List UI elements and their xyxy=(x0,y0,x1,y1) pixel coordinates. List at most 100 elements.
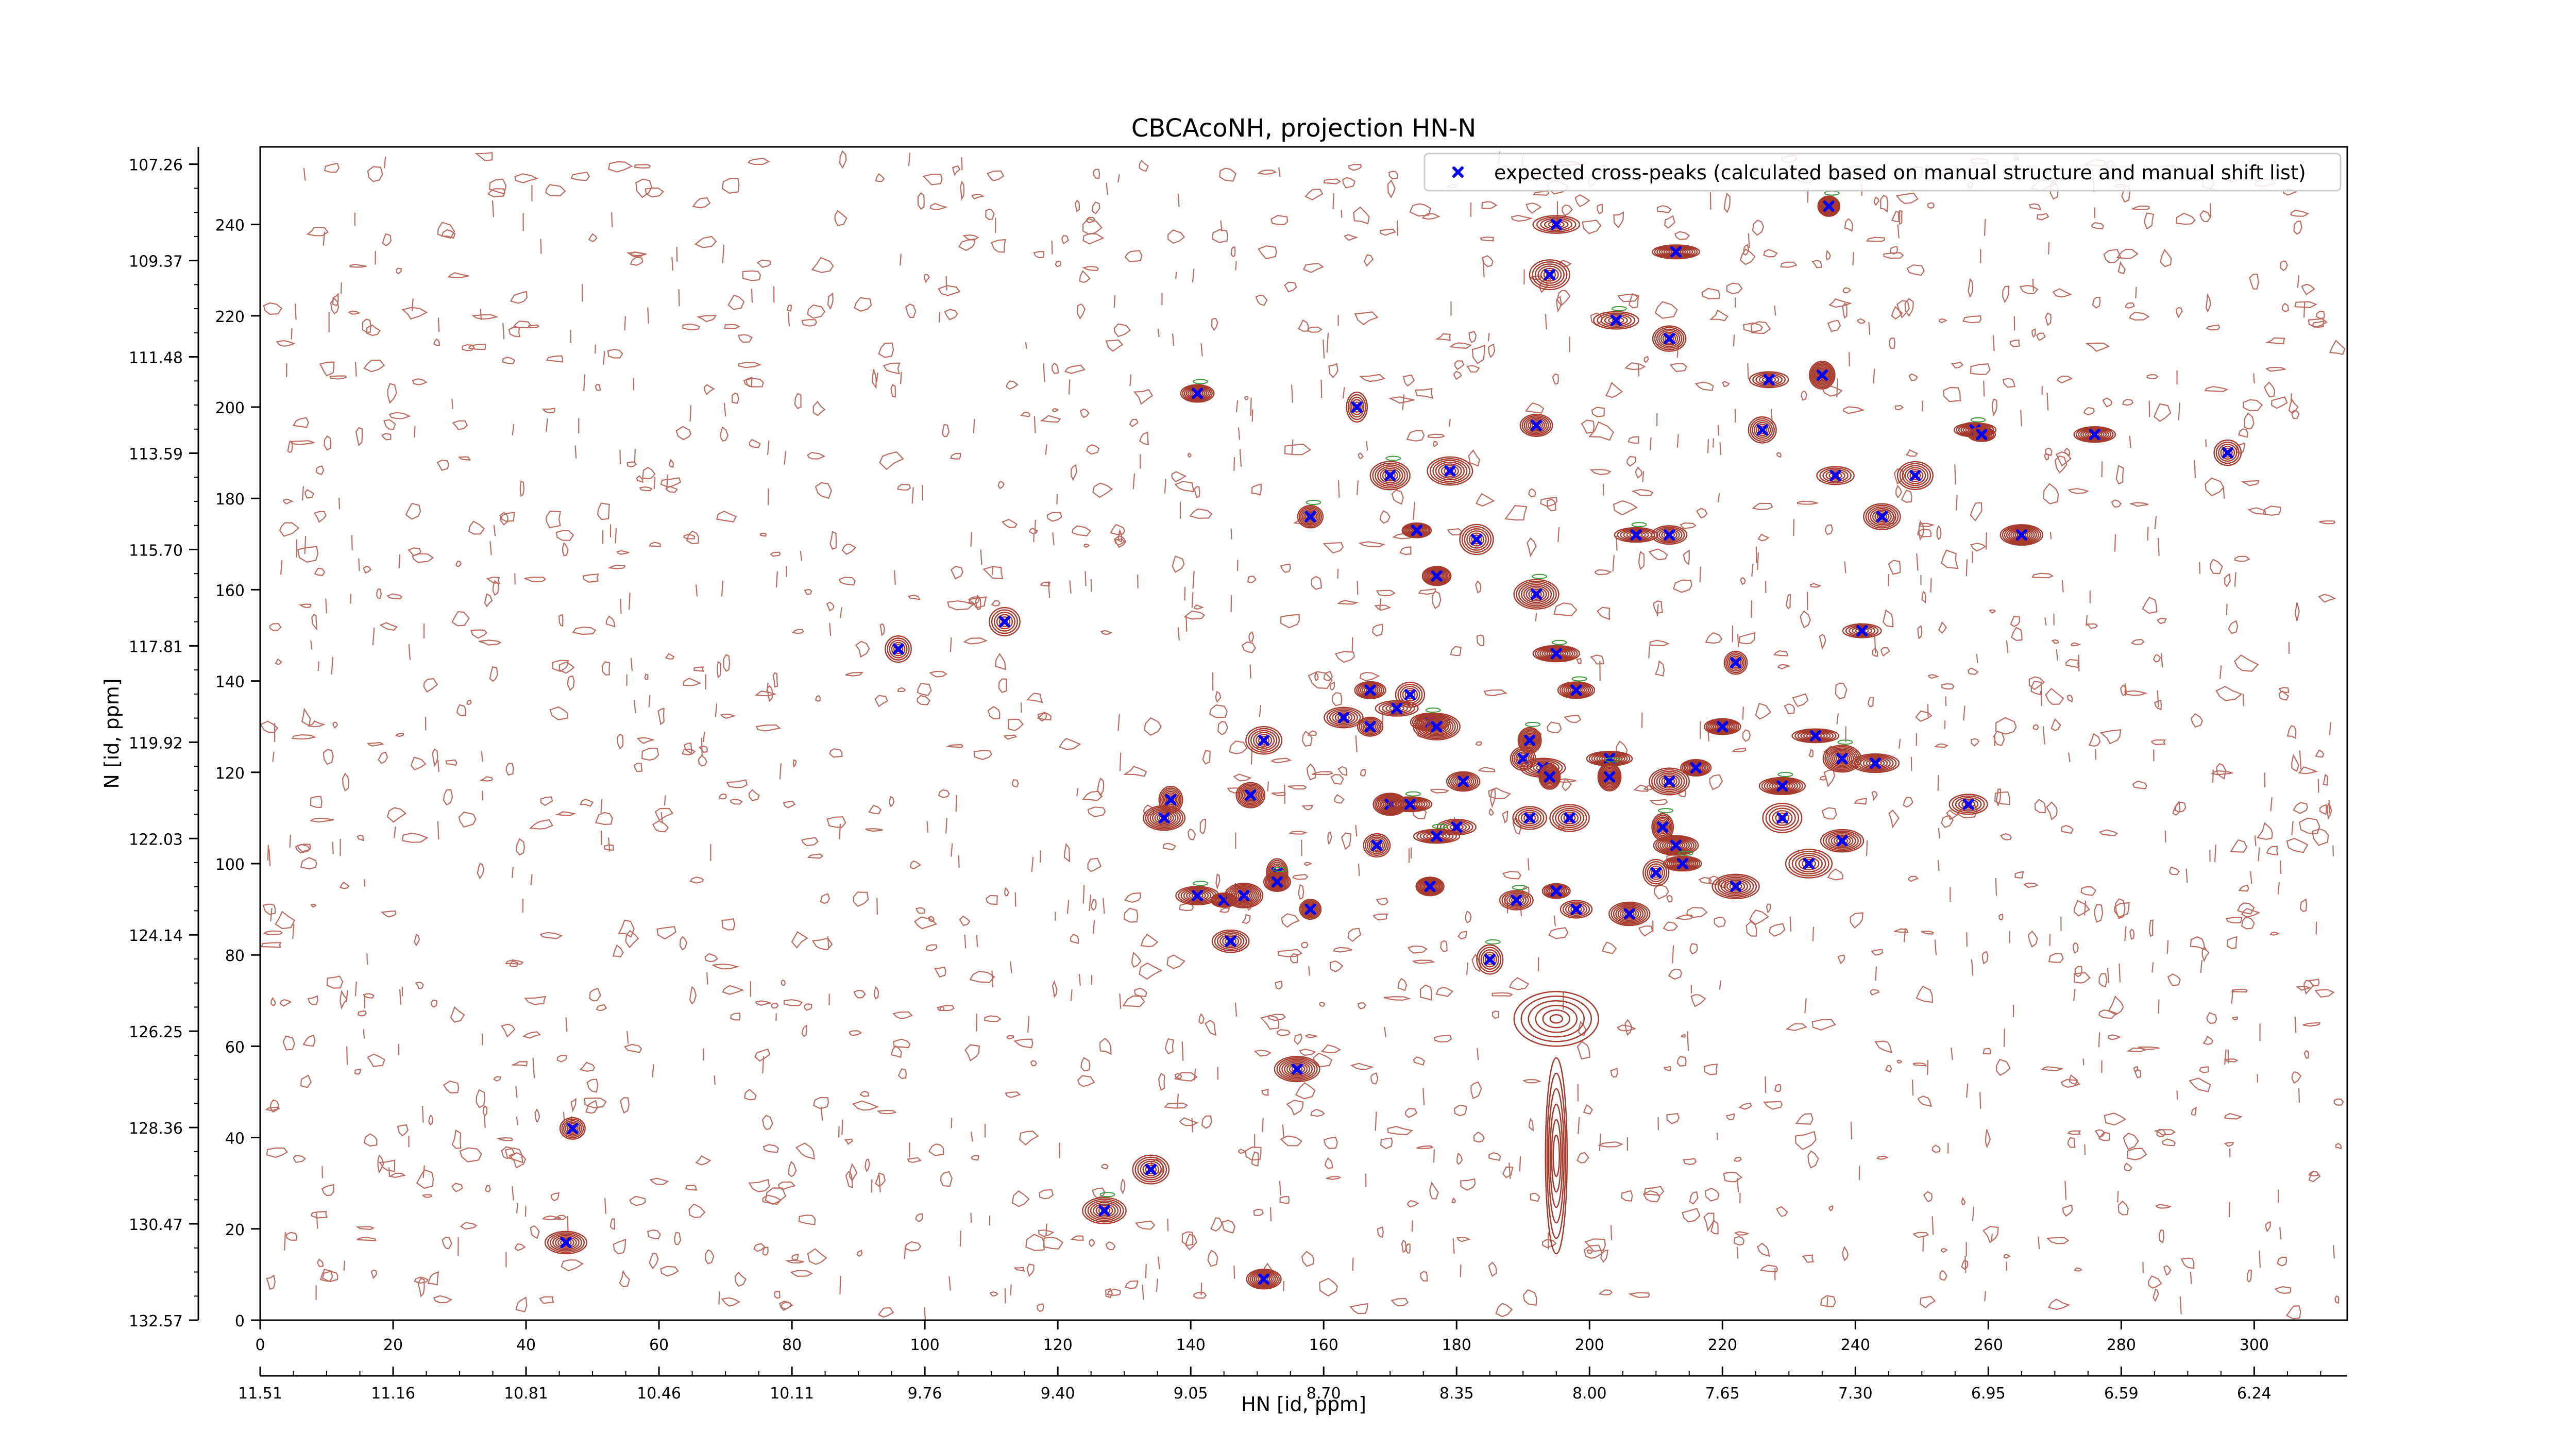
peak-contour xyxy=(559,1117,586,1140)
peak-marker xyxy=(1909,469,1921,481)
peak-contour xyxy=(1538,764,1561,790)
peak-marker xyxy=(1803,858,1815,870)
peak-contour xyxy=(1224,883,1264,908)
x-axis-title: HN [id, ppm] xyxy=(1241,1393,1366,1416)
peak-marker xyxy=(1238,890,1250,902)
peak-marker xyxy=(1444,465,1456,477)
peak-marker xyxy=(1524,812,1536,824)
peak-marker xyxy=(1664,333,1675,345)
peak-marker xyxy=(1431,721,1443,733)
peak-contour xyxy=(1132,1154,1170,1185)
peak-marker xyxy=(1756,424,1768,436)
peak-marker xyxy=(1676,858,1688,870)
peak-contour xyxy=(1529,259,1570,291)
peak-contour xyxy=(1175,881,1219,905)
peak-marker xyxy=(1245,789,1257,801)
peak-marker xyxy=(1570,684,1582,696)
peak-marker xyxy=(1511,894,1522,906)
plot-area-frame xyxy=(259,146,2348,1321)
y-ppm-tick-label: 109.37 xyxy=(129,253,183,271)
peak-marker xyxy=(1776,812,1788,824)
peak-marker xyxy=(1404,798,1416,810)
peak-marker xyxy=(1424,881,1436,892)
peak-marker xyxy=(1816,369,1828,381)
peak-marker xyxy=(1809,730,1821,742)
peak-marker xyxy=(1192,890,1204,902)
peak-contour xyxy=(989,607,1021,636)
legend-marker-cross-peak xyxy=(1452,166,1464,178)
peak-contour xyxy=(1357,716,1384,737)
peak-marker xyxy=(1158,812,1170,824)
x-index-tick-label: 60 xyxy=(649,1336,669,1354)
peak-marker xyxy=(1962,798,1974,810)
peak-marker xyxy=(1976,429,1988,441)
peak-contour xyxy=(1711,873,1760,900)
peak-contour xyxy=(1651,525,1688,545)
legend-label-expected-cross-peaks: expected cross-peaks (calculated based o… xyxy=(1494,161,2306,184)
peak-marker xyxy=(1550,218,1562,230)
peak-marker xyxy=(1304,903,1316,915)
peak-contour xyxy=(1851,753,1900,773)
peak-contour xyxy=(1948,794,1988,815)
peak-marker xyxy=(2222,447,2233,459)
x-ppm-tick-label: 10.11 xyxy=(770,1385,814,1403)
peak-marker xyxy=(1570,903,1582,915)
peak-marker xyxy=(1717,721,1728,733)
peak-marker xyxy=(2015,529,2027,541)
peak-contour xyxy=(1817,190,1841,217)
peak-marker xyxy=(1856,625,1868,637)
peak-marker xyxy=(1730,881,1742,892)
peak-contour xyxy=(1143,805,1186,831)
x-index-tick-label: 80 xyxy=(782,1336,802,1354)
peak-marker xyxy=(1664,776,1675,787)
peak-contour xyxy=(1816,466,1855,485)
x-index-tick-label: 180 xyxy=(1442,1336,1471,1354)
peak-marker xyxy=(998,616,1010,628)
y-index-tick-label: 60 xyxy=(225,1038,245,1056)
peak-marker xyxy=(1258,1273,1270,1285)
peak-marker xyxy=(1650,867,1662,879)
y-axis-title: N [id, ppm] xyxy=(100,678,123,788)
peak-contour xyxy=(1413,823,1461,844)
x-ppm-tick-label: 8.00 xyxy=(1572,1385,1607,1403)
y-index-tick-label: 180 xyxy=(215,491,245,509)
peak-marker xyxy=(1763,374,1775,385)
x-index-tick-label: 100 xyxy=(910,1336,939,1354)
peak-marker xyxy=(1271,876,1283,888)
peak-marker xyxy=(1657,821,1669,833)
peak-marker-layer xyxy=(544,190,2242,1290)
peak-contour xyxy=(1211,929,1250,953)
y-ppm-tick-label: 126.25 xyxy=(129,1023,183,1041)
peak-marker xyxy=(1404,689,1416,701)
peak-marker xyxy=(1524,734,1536,746)
peak-marker xyxy=(1603,771,1615,783)
peak-contour xyxy=(1082,1192,1127,1224)
x-ppm-tick-label: 9.40 xyxy=(1041,1385,1075,1403)
x-ppm-tick-label: 11.51 xyxy=(238,1385,282,1403)
x-index-tick-label: 0 xyxy=(255,1336,265,1354)
y-index-tick-label: 0 xyxy=(235,1312,245,1330)
peak-marker xyxy=(1431,830,1443,842)
y-index-tick-label: 240 xyxy=(215,217,245,235)
legend: expected cross-peaks (calculated based o… xyxy=(1423,153,2342,192)
peak-marker xyxy=(1544,269,1555,281)
peak-marker xyxy=(1470,533,1482,545)
x-ppm-tick-label: 6.59 xyxy=(2104,1385,2139,1403)
x-index-tick-label: 20 xyxy=(383,1336,403,1354)
y-index-tick-label: 220 xyxy=(215,308,245,326)
x-ppm-tick-label: 7.30 xyxy=(1838,1385,1873,1403)
peak-contour xyxy=(544,1231,588,1255)
y-index-tick-label: 200 xyxy=(215,399,245,417)
y-ppm-tick-label: 124.14 xyxy=(129,927,183,945)
peak-marker xyxy=(1225,935,1236,947)
peak-marker xyxy=(1690,762,1702,773)
legend-box xyxy=(1423,153,2342,192)
x-index-tick-label: 120 xyxy=(1043,1336,1073,1354)
peak-marker xyxy=(1776,780,1788,792)
peak-contour xyxy=(1499,885,1534,911)
peak-marker xyxy=(1458,776,1469,787)
peak-marker xyxy=(1451,821,1463,833)
peak-contour xyxy=(1346,392,1368,423)
peak-marker xyxy=(1291,1063,1303,1075)
